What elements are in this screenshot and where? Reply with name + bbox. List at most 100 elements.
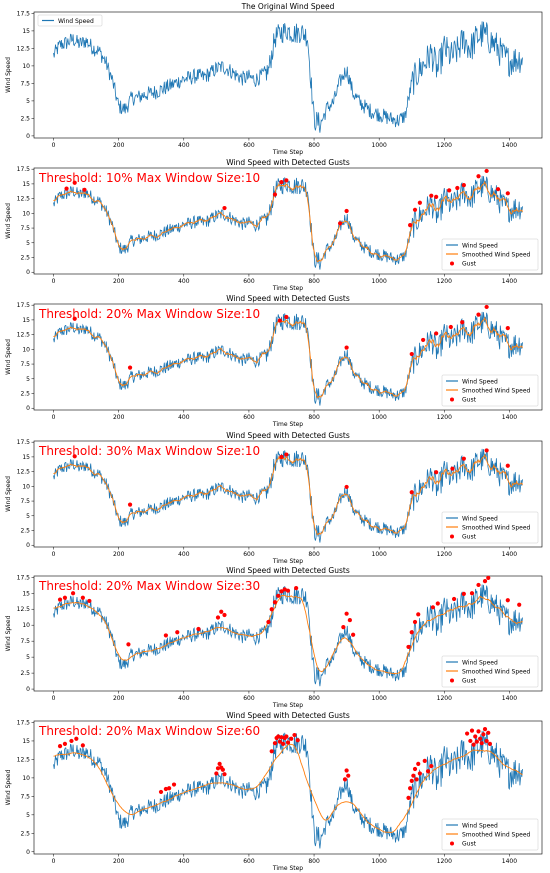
legend-label-wind-speed: Wind Speed [58,18,94,25]
chart-title: The Original Wind Speed [241,2,335,11]
legend-box [441,374,539,407]
gust-point [484,448,489,453]
x-tick-label: 1400 [502,695,517,702]
gust-point [126,642,131,647]
gust-point [215,766,221,771]
gust-point [434,331,439,336]
gust-point [505,326,510,331]
y-tick-label: 10 [22,775,30,782]
y-tick-label: 0 [26,269,30,276]
legend-label-gust: Gust [462,397,477,404]
legend-box [441,238,539,271]
legend-label-wind-speed: Wind Speed [462,516,498,523]
y-tick-label: 5 [26,376,30,383]
threshold-annotation: Threshold: 30% Max Window Size:10 [38,444,260,458]
gust-point [406,795,411,800]
gust-point [347,617,352,623]
chart-title: Wind Speed with Detected Gusts [226,158,350,167]
legend-box [441,818,539,851]
x-tick-label: 800 [308,414,320,421]
y-tick-label: 12.5 [17,196,31,203]
x-tick-label: 0 [52,858,56,865]
x-tick-label: 400 [178,551,190,558]
gust-point [409,351,414,357]
gust-point [471,742,476,747]
gust-point [406,644,411,650]
gust-point [279,735,284,740]
legend-swatch-gust [450,678,454,683]
series-line-wind-speed [53,730,523,849]
gust-point [465,731,470,736]
x-tick-label: 200 [113,858,125,865]
gust-point [447,188,452,193]
gust-point [412,207,418,212]
gust-point [344,208,349,214]
legend-label-smoothed-wind-speed: Smoothed Wind Speed [462,669,531,676]
legend-label-wind-speed: Wind Speed [462,243,498,250]
gust-point [342,777,348,782]
x-tick-label: 1400 [502,858,517,865]
y-tick-label: 12.5 [17,756,31,763]
gust-point [484,168,489,174]
y-tick-label: 15 [22,738,30,745]
y-tick-label: 7.5 [20,225,30,232]
legend-label-smoothed-wind-speed: Smoothed Wind Speed [462,388,531,395]
x-tick-label: 400 [178,858,190,865]
x-axis-label: Time Step [272,285,303,292]
gust-point [448,324,453,330]
x-tick-label: 600 [243,414,255,421]
gust-point [481,732,486,737]
legend-label-gust: Gust [462,841,477,848]
x-tick-label: 800 [308,858,320,865]
gust-point [72,316,77,321]
y-tick-label: 15 [22,181,30,188]
gust-point [460,320,465,325]
legend-swatch-gust [450,397,454,402]
gust-point [461,591,466,596]
y-tick-label: 17.5 [17,574,31,581]
x-tick-label: 1000 [372,278,387,285]
gust-point [416,761,421,766]
legend-swatch-gust [450,841,454,846]
gust-point [276,734,281,739]
threshold-annotation: Threshold: 10% Max Window Size:10 [38,171,260,185]
y-tick-label: 17.5 [17,302,31,309]
x-axis-label: Time Step [272,865,303,872]
y-axis-label: Wind Speed [5,769,12,805]
legend-label-wind-speed: Wind Speed [462,660,498,667]
x-tick-label: 1400 [502,551,517,558]
gust-point [455,185,460,191]
gust-point [469,728,475,733]
x-tick-label: 400 [178,278,190,285]
legend-label-wind-speed: Wind Speed [462,823,498,830]
gust-point [158,789,164,795]
gust-point [422,758,427,764]
gust-point [219,609,224,614]
y-tick-label: 5 [26,654,30,661]
gust-point [461,182,466,188]
y-tick-label: 17.5 [17,166,31,173]
gust-point [127,365,133,370]
gust-point [279,454,284,459]
x-tick-label: 1200 [437,414,452,421]
gust-point [269,607,274,612]
y-tick-label: 7.5 [20,498,30,505]
series-line-smoothed-wind-speed [53,180,523,263]
gust-point [289,736,294,741]
x-tick-label: 600 [243,695,255,702]
legend-swatch-gust [450,534,454,539]
x-tick-label: 1000 [372,858,387,865]
gust-point [82,187,87,192]
gust-point [429,193,434,198]
x-tick-label: 600 [243,858,255,865]
series-line-smoothed-wind-speed [53,743,523,833]
x-tick-label: 800 [308,695,320,702]
chart-panel-3: Wind Speed with Detected Gusts 0 200 400 600… [5,294,543,428]
gust-point [344,345,349,350]
gust-point [484,304,489,310]
chart-title: Wind Speed with Detected Gusts [226,711,350,720]
gust-point [285,588,291,593]
y-tick-label: 10 [22,63,30,70]
gust-point [417,771,422,776]
